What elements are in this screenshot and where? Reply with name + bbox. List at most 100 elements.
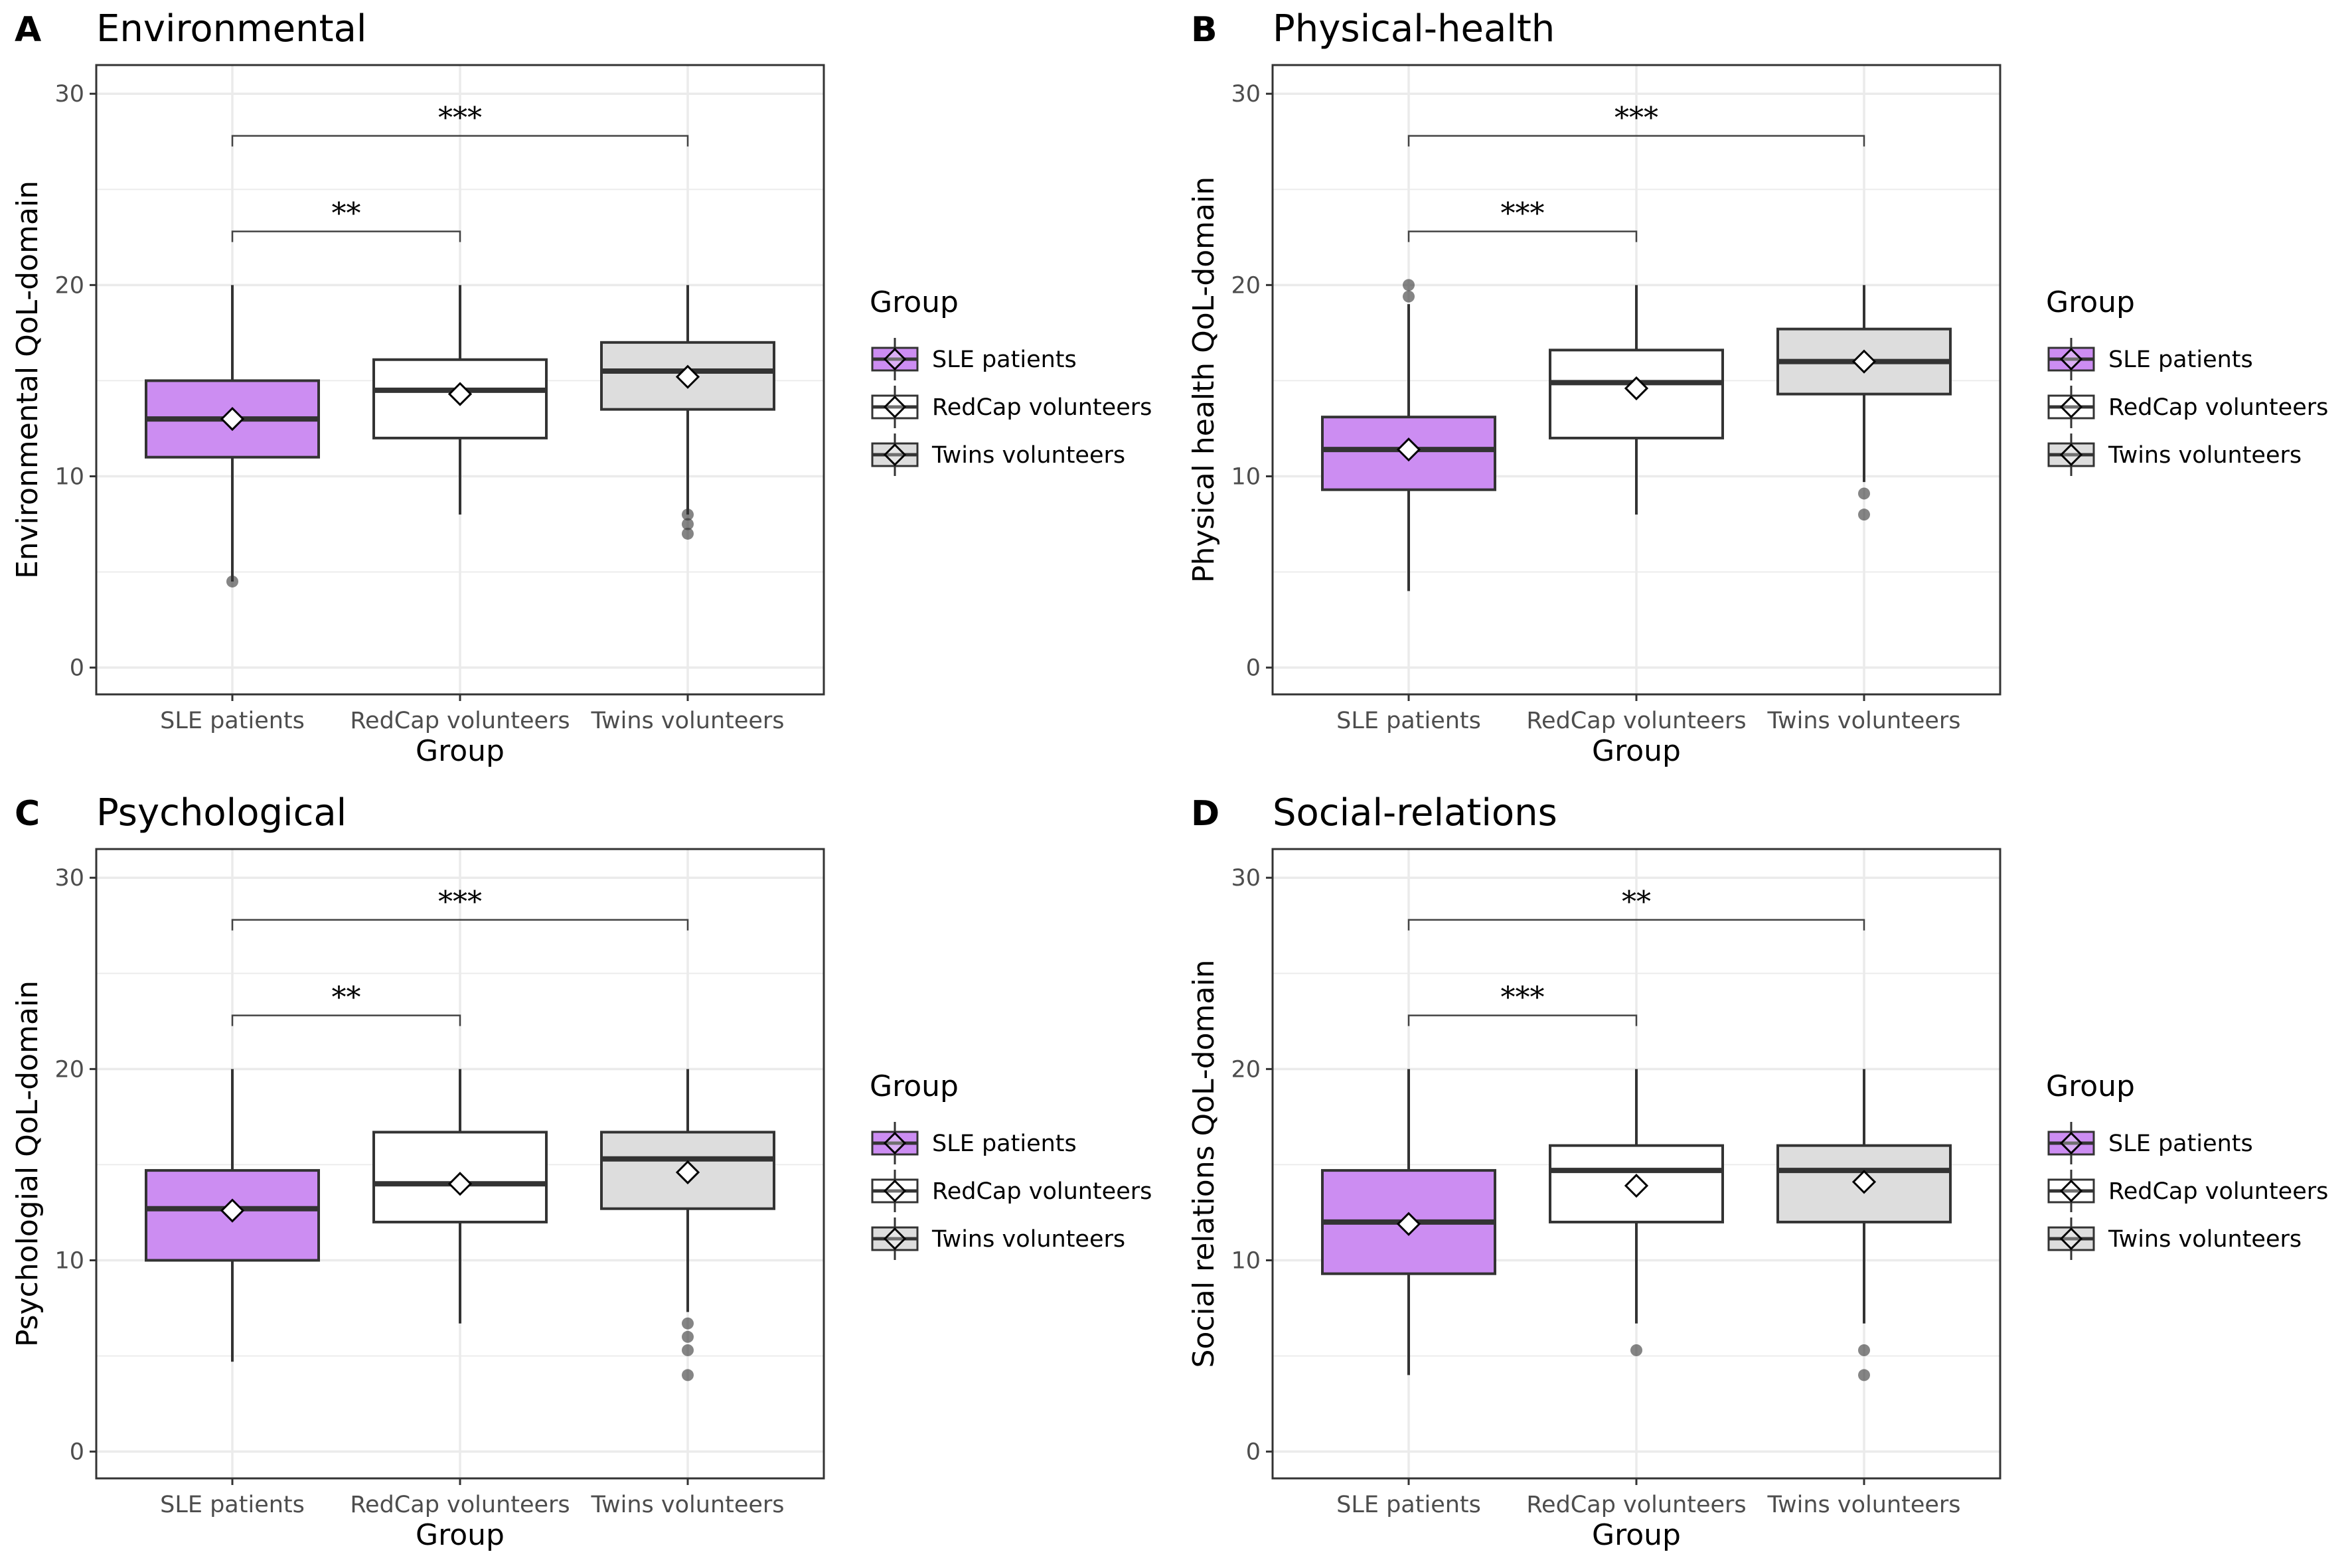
legend-key-diamond xyxy=(2059,1131,2083,1155)
legend-item: Twins volunteers xyxy=(871,1217,1125,1260)
box-0 xyxy=(1321,1069,1496,1375)
legend-key-diamond xyxy=(2059,1179,2083,1203)
legend-key-diamond xyxy=(2059,395,2083,419)
significance-label: *** xyxy=(438,102,482,135)
x-tick-label: RedCap volunteers xyxy=(350,708,570,734)
box-2 xyxy=(1776,285,1952,521)
x-axis-title: Group xyxy=(416,734,505,768)
legend: Group SLE patients RedCap volunteers Twins … xyxy=(2046,1069,2328,1260)
x-tick-label: SLE patients xyxy=(160,708,305,734)
y-tick-label: 10 xyxy=(54,464,84,491)
legend-label: SLE patients xyxy=(932,347,1077,373)
legend-label: Twins volunteers xyxy=(931,1226,1125,1253)
box-1 xyxy=(372,1069,548,1324)
legend-key-diamond xyxy=(883,1179,907,1203)
bracket-line xyxy=(231,919,689,931)
outlier-point xyxy=(1403,279,1415,291)
bracket-line xyxy=(1407,919,1865,931)
legend-label: Twins volunteers xyxy=(2108,1226,2302,1253)
legend-label: RedCap volunteers xyxy=(2108,394,2328,421)
significance-bracket-1: ** xyxy=(1407,886,1865,931)
legend-item: SLE patients xyxy=(871,1122,1077,1164)
legend-label: SLE patients xyxy=(932,1131,1077,1157)
mean-marker xyxy=(1851,1170,1877,1194)
outlier-point xyxy=(1630,1344,1642,1356)
outlier-point xyxy=(682,1369,694,1381)
y-tick-label: 0 xyxy=(70,1439,84,1466)
outlier-point xyxy=(682,1330,694,1343)
x-tick-label: RedCap volunteers xyxy=(1526,708,1746,734)
panel-title: Psychological xyxy=(96,791,347,834)
significance-label: *** xyxy=(438,886,482,919)
panel-title: Physical-health xyxy=(1273,7,1555,50)
legend-key-diamond xyxy=(2059,1227,2083,1251)
legend-key-diamond xyxy=(2059,443,2083,467)
panel-label: B xyxy=(1191,10,1217,50)
y-tick-label: 30 xyxy=(54,865,84,892)
legend-key-diamond xyxy=(883,347,907,371)
panel-title: Social-relations xyxy=(1273,791,1557,834)
outlier-point xyxy=(1858,487,1870,500)
legend-title: Group xyxy=(870,285,959,319)
outlier-point xyxy=(682,509,694,521)
bracket-line xyxy=(1407,135,1865,147)
box-2 xyxy=(1776,1069,1952,1381)
x-tick-label: Twins volunteers xyxy=(590,708,784,734)
significance-bracket-1: *** xyxy=(231,102,689,147)
y-tick-label: 30 xyxy=(54,81,84,108)
x-tick-label: RedCap volunteers xyxy=(1526,1492,1746,1518)
legend-label: RedCap volunteers xyxy=(932,394,1152,421)
significance-bracket-1: *** xyxy=(1407,102,1865,147)
y-tick-label: 0 xyxy=(1246,1439,1261,1466)
legend-item: SLE patients xyxy=(2047,338,2253,380)
significance-bracket-0: ** xyxy=(231,981,461,1026)
legend-label: SLE patients xyxy=(2108,347,2253,373)
bracket-line xyxy=(1407,230,1638,242)
legend: Group SLE patients RedCap volunteers Twins … xyxy=(2046,285,2328,476)
y-tick-label: 10 xyxy=(1231,1248,1261,1275)
outlier-point xyxy=(1858,1369,1870,1381)
y-tick-label: 20 xyxy=(1231,1056,1261,1083)
box-0 xyxy=(145,1069,320,1362)
mean-marker xyxy=(220,1198,245,1223)
box-1 xyxy=(1549,285,1724,515)
box-1 xyxy=(1549,1069,1724,1356)
legend: Group SLE patients RedCap volunteers Twins … xyxy=(870,1069,1152,1260)
y-tick-label: 20 xyxy=(54,272,84,299)
legend-item: RedCap volunteers xyxy=(2047,1170,2328,1212)
y-tick-label: 0 xyxy=(1246,655,1261,682)
x-axis-title: Group xyxy=(416,1518,505,1552)
box-1 xyxy=(372,285,548,515)
y-tick-label: 30 xyxy=(1231,81,1261,108)
bracket-line xyxy=(231,1014,461,1026)
significance-label: *** xyxy=(1501,981,1545,1015)
significance-label: *** xyxy=(1614,102,1658,135)
significance-bracket-0: *** xyxy=(1407,981,1638,1026)
legend-key-diamond xyxy=(883,1131,907,1155)
y-axis-title: Social relations QoL-domain xyxy=(1187,960,1221,1368)
significance-bracket-0: ** xyxy=(231,197,461,242)
bracket-line xyxy=(231,135,689,147)
outlier-point xyxy=(682,518,694,530)
panel-label: A xyxy=(15,10,41,50)
y-tick-label: 0 xyxy=(70,655,84,682)
panel-label: D xyxy=(1191,794,1219,834)
legend-item: SLE patients xyxy=(2047,1122,2253,1164)
box-2 xyxy=(600,285,775,540)
y-tick-label: 30 xyxy=(1231,865,1261,892)
x-tick-label: Twins volunteers xyxy=(1766,708,1960,734)
x-tick-label: SLE patients xyxy=(1336,1492,1481,1518)
y-tick-label: 20 xyxy=(1231,272,1261,299)
outlier-point xyxy=(1858,1344,1870,1356)
mean-marker xyxy=(447,1172,473,1196)
significance-label: *** xyxy=(1501,197,1545,231)
legend-key-diamond xyxy=(2059,347,2083,371)
box-2 xyxy=(600,1069,775,1381)
outlier-point xyxy=(1858,509,1870,521)
panel-label: C xyxy=(15,794,40,834)
significance-bracket-1: *** xyxy=(231,886,689,931)
